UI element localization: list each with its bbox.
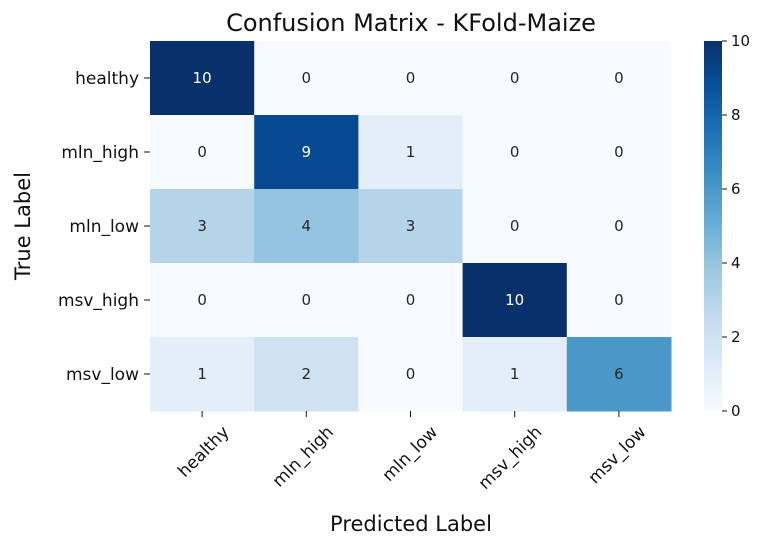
- colorbar-tick-label: 4: [731, 254, 741, 272]
- x-tick-label: mln_low: [379, 422, 442, 485]
- heatmap-cell-label: 0: [614, 69, 624, 87]
- heatmap-cell-label: 1: [197, 365, 207, 383]
- heatmap-cell: [462, 115, 568, 190]
- colorbar-tick-label: 6: [731, 180, 741, 198]
- heatmap-cell-label: 6: [614, 365, 624, 383]
- heatmap-cell-label: 0: [302, 291, 312, 309]
- heatmap-cell-label: 0: [510, 69, 520, 87]
- heatmap-cell-label: 3: [406, 217, 416, 235]
- heatmap-cell: [462, 189, 568, 264]
- y-tick-label: healthy: [75, 69, 139, 89]
- heatmap-cell: [150, 115, 255, 190]
- heatmap-cell: [254, 337, 359, 412]
- heatmap-cell-label: 0: [614, 143, 624, 161]
- heatmap-cell: [566, 189, 672, 264]
- heatmap-cell: [150, 189, 255, 264]
- heatmap-cell-labels: 10 0 0 0 00 9 1 0 03 4 3 0 00 0 0 10 01 2 0 1 6: [193, 69, 624, 383]
- heatmap-cell-label: 0: [510, 217, 520, 235]
- x-axis-ticks: healthy mln_high mln_low msv_high msv_low: [174, 411, 650, 494]
- heatmap-cell: [566, 41, 672, 116]
- colorbar-gradient: [704, 41, 722, 411]
- x-axis-label: Predicted Label: [330, 512, 492, 536]
- heatmap-cell: [358, 41, 464, 116]
- colorbar: 0 2 4 6 8 10: [704, 32, 750, 420]
- y-tick-label: mln_high: [61, 143, 139, 163]
- colorbar-tick-label: 0: [731, 402, 741, 420]
- y-axis-ticks: healthy mln_high mln_low msv_high msv_low: [58, 69, 150, 385]
- heatmap-cell-label: 0: [614, 217, 624, 235]
- colorbar-tick-label: 10: [731, 32, 750, 50]
- heatmap-cell-label: 1: [510, 365, 520, 383]
- x-tick-label: mln_high: [269, 422, 338, 491]
- heatmap-cell: [566, 263, 672, 338]
- x-tick-label: msv_high: [475, 422, 546, 493]
- heatmap-cell-label: 9: [302, 143, 312, 161]
- y-axis-label: True Label: [11, 172, 35, 281]
- heatmap-cell-label: 0: [406, 69, 416, 87]
- heatmap-cell-label: 0: [406, 291, 416, 309]
- heatmap-cell: [254, 189, 359, 264]
- heatmap-cell: [358, 263, 464, 338]
- heatmap-cell: [150, 337, 255, 412]
- colorbar-tick-label: 8: [731, 106, 741, 124]
- heatmap-cell-label: 10: [505, 291, 524, 309]
- heatmap-cell-label: 3: [197, 217, 207, 235]
- heatmap-cell-label: 0: [302, 69, 312, 87]
- heatmap-cell-label: 0: [406, 365, 416, 383]
- heatmap-cell: [462, 41, 568, 116]
- heatmap-cell-label: 0: [614, 291, 624, 309]
- heatmap-cell-label: 1: [406, 143, 416, 161]
- heatmap-cell: [462, 337, 568, 412]
- heatmap-cell: [254, 263, 359, 338]
- heatmap-cell: [358, 337, 464, 412]
- heatmap-cell: [150, 263, 255, 338]
- heatmap-cell-label: 0: [510, 143, 520, 161]
- heatmap-cell: [254, 115, 359, 190]
- heatmap-cell: [254, 41, 359, 116]
- heatmap-cell-label: 10: [193, 69, 212, 87]
- chart-title: Confusion Matrix - KFold-Maize: [226, 9, 596, 37]
- heatmap-cells: [150, 41, 672, 412]
- heatmap-cell: [358, 189, 464, 264]
- heatmap-cell-label: 2: [302, 365, 312, 383]
- x-tick-label: msv_low: [585, 422, 651, 488]
- heatmap-cell-label: 0: [197, 143, 207, 161]
- colorbar-tick-label: 2: [731, 328, 741, 346]
- y-tick-label: msv_high: [58, 291, 139, 311]
- heatmap-cell: [566, 115, 672, 190]
- heatmap-cell: [566, 337, 672, 412]
- y-tick-label: msv_low: [66, 365, 139, 385]
- heatmap-cell-label: 0: [197, 291, 207, 309]
- x-tick-label: healthy: [174, 422, 233, 481]
- y-tick-label: mln_low: [69, 217, 139, 237]
- heatmap-cell: [150, 41, 255, 116]
- heatmap-cell-label: 4: [302, 217, 312, 235]
- heatmap-cell: [358, 115, 464, 190]
- heatmap-cell: [462, 263, 568, 338]
